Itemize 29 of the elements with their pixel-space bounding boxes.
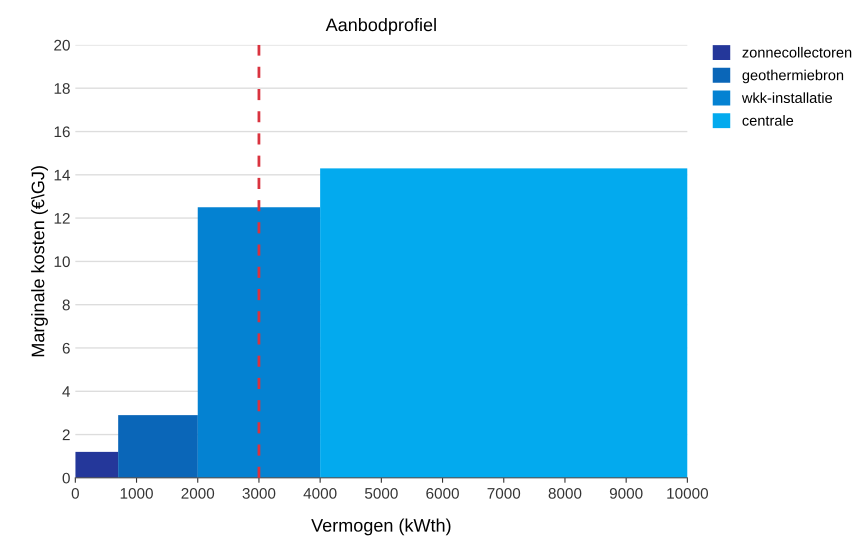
- x-tick-label: 10000: [667, 488, 708, 499]
- y-tick-label: 20: [54, 40, 70, 51]
- x-tick-label: 7000: [488, 488, 520, 499]
- x-tick-label: 9000: [610, 488, 643, 499]
- y-tick-label: 4: [62, 386, 70, 397]
- y-tick-label: 10: [54, 256, 70, 268]
- y-tick-label: 12: [54, 212, 70, 224]
- y-tick-label: 6: [62, 342, 70, 354]
- chart-title: Aanbodprofiel: [326, 18, 436, 35]
- y-tick-label: 2: [62, 429, 70, 440]
- x-tick-label: 1000: [120, 488, 153, 499]
- y-tick-label: 14: [54, 170, 70, 180]
- legend-label: centrale: [742, 115, 794, 126]
- x-tick-label: 2000: [182, 488, 214, 499]
- legend-label: zonnecollectoren: [742, 46, 852, 58]
- legend-label: geothermiebron: [742, 70, 844, 84]
- x-axis-title: Vermogen (kWth): [311, 518, 450, 536]
- x-tick-label: 0: [72, 488, 79, 499]
- y-tick-label: 0: [62, 472, 70, 484]
- y-tick-label: 18: [54, 83, 70, 94]
- x-tick-label: 3000: [242, 488, 276, 499]
- y-tick-label: 16: [54, 126, 70, 138]
- y-axis-title: Marginale kosten (€\GJ): [31, 166, 48, 356]
- x-tick-label: 4000: [304, 488, 337, 499]
- x-tick-label: 6000: [426, 488, 459, 499]
- y-tick-label: 8: [62, 300, 70, 310]
- x-tick-label: 5000: [364, 488, 398, 499]
- legend-label: wkk-installatie: [742, 92, 832, 104]
- x-tick-label: 8000: [548, 488, 582, 499]
